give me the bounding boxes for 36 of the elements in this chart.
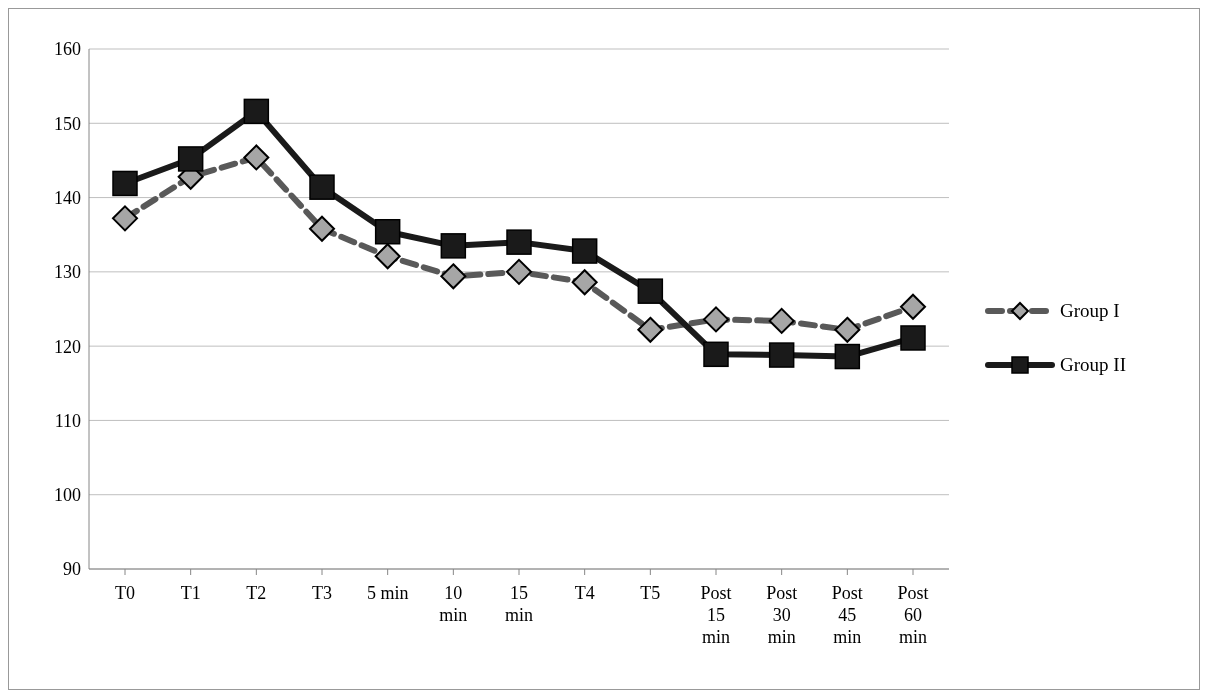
x-tick-label: Post 30 min (766, 583, 798, 647)
x-tick-label: T3 (312, 583, 332, 603)
point (177, 146, 204, 172)
x-tick-label: 5 min (366, 583, 409, 603)
y-tick-label: 120 (54, 336, 81, 357)
x-tick-label: T5 (640, 583, 661, 603)
y-tick-label: 90 (63, 559, 81, 580)
point (900, 325, 926, 351)
y-tick-label: 110 (54, 410, 81, 431)
x-tick-label: T0 (115, 583, 135, 603)
point (112, 170, 138, 197)
point (309, 174, 335, 200)
legend-label: Group II (1060, 354, 1126, 376)
point (637, 278, 664, 304)
point (440, 233, 467, 259)
y-tick-label: 130 (54, 262, 81, 283)
x-tick-label: T1 (180, 583, 201, 603)
x-tick-label: 10 min (439, 583, 468, 625)
y-tick-label: 150 (54, 113, 81, 134)
y-tick-label: 100 (54, 485, 81, 506)
point (374, 218, 401, 245)
x-tick-label: 15 min (504, 583, 534, 625)
x-tick-label: Post 15 min (700, 583, 732, 647)
point (506, 229, 532, 255)
point (834, 343, 861, 370)
x-tick-label: Post 45 min (831, 583, 863, 647)
x-tick-label: Post 60 min (897, 583, 929, 647)
legend-label: Group I (1060, 300, 1120, 322)
point (243, 98, 270, 125)
y-tick-label: 160 (54, 39, 81, 60)
point (768, 342, 795, 368)
x-tick-label: T4 (574, 583, 595, 603)
point (571, 238, 598, 264)
point (703, 341, 729, 368)
y-tick-label: 140 (54, 187, 81, 208)
x-tick-label: T2 (246, 583, 267, 603)
